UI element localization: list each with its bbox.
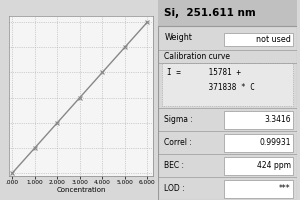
Bar: [162, 63, 293, 106]
Text: Si,  251.611 nm: Si, 251.611 nm: [164, 8, 256, 18]
Bar: [224, 157, 293, 175]
Bar: [224, 111, 293, 129]
Text: not used: not used: [256, 36, 291, 45]
Text: 424 ppm: 424 ppm: [257, 161, 291, 170]
Text: LOD :: LOD :: [164, 184, 185, 193]
Text: Weight: Weight: [164, 32, 192, 42]
Text: 0.99931: 0.99931: [259, 138, 291, 147]
Text: I =      15781 +: I = 15781 +: [167, 68, 241, 77]
Text: Calibration curve: Calibration curve: [164, 52, 230, 61]
Bar: [158, 0, 297, 26]
Text: Correl :: Correl :: [164, 138, 192, 147]
X-axis label: Concentration: Concentration: [56, 187, 106, 193]
Bar: [224, 180, 293, 198]
Text: 3.3416: 3.3416: [264, 115, 291, 124]
Text: Sigma :: Sigma :: [164, 115, 194, 124]
Bar: [224, 134, 293, 152]
Text: BEC :: BEC :: [164, 161, 184, 170]
Text: ***: ***: [279, 184, 291, 193]
Text: 371838 * C: 371838 * C: [167, 83, 255, 92]
Bar: [224, 33, 293, 46]
